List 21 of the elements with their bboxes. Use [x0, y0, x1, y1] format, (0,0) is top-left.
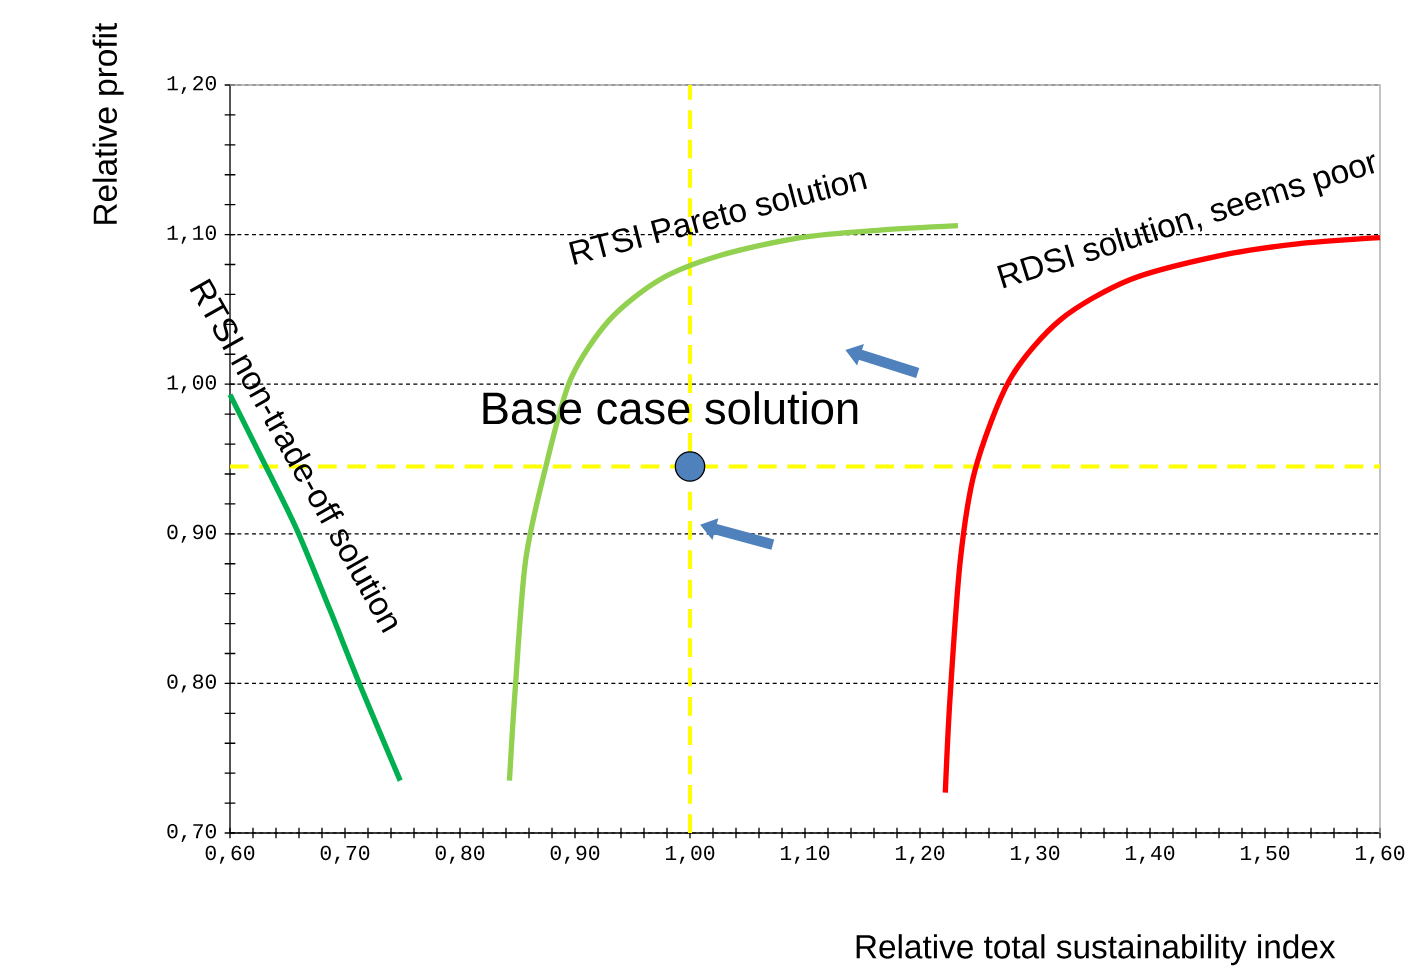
x-tick-label: 0,80: [435, 845, 485, 864]
y-tick-label: 1,00: [167, 375, 216, 394]
x-tick-label: 0,70: [320, 845, 370, 864]
x-tick-label: 1,50: [1240, 845, 1290, 864]
y-tick-label: 0,70: [167, 823, 216, 843]
x-tick-label: 1,10: [780, 845, 830, 864]
y-axis-title: Relative profit: [92, 23, 124, 224]
x-tick-label: 0,60: [205, 845, 255, 864]
y-tick-label: 1,20: [167, 75, 216, 95]
text: RTSI Pareto solution: [568, 172, 867, 265]
x-tick-label: 0,90: [550, 845, 600, 864]
x-tick-label: 1,60: [1355, 845, 1405, 864]
y-tick-label: 0,90: [167, 524, 216, 543]
x-tick-label: 1,40: [1125, 845, 1175, 864]
x-tick-label: 1,20: [895, 845, 945, 864]
x-tick-label: 1,00: [665, 845, 715, 864]
text: RDSI solution, seems poor: [997, 154, 1375, 289]
y-tick-label: 1,10: [167, 225, 216, 244]
x-axis-title: Relative total sustainability index: [856, 934, 1336, 966]
x-tick-label: 1,30: [1010, 845, 1060, 864]
y-tick-label: 0,80: [167, 674, 216, 693]
